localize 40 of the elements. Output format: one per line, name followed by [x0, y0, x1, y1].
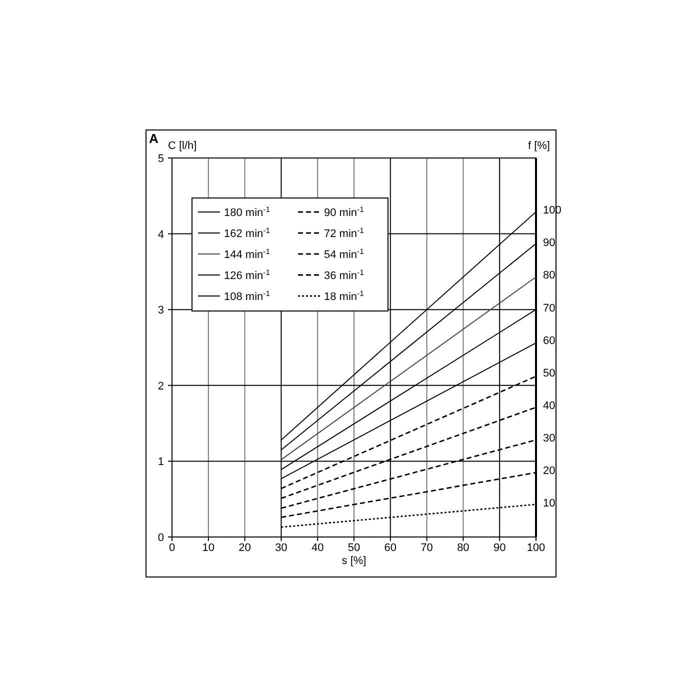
x-tick-label: 100	[526, 542, 546, 554]
legend-label: 144 min$^{-1}$	[224, 246, 270, 261]
y2-tick-label: 60	[543, 334, 556, 347]
x-tick-label: 90	[493, 542, 506, 554]
x-tick-label: 0	[168, 542, 176, 554]
y-axis-title: C [l/h]	[168, 140, 197, 152]
x-tick-label: 70	[420, 542, 433, 554]
legend-label: 126 min$^{-1}$	[224, 268, 270, 282]
text: A	[149, 131, 159, 146]
x-tick-label: 30	[275, 542, 288, 554]
legend-label: 36 min$^{-1}$	[324, 268, 364, 282]
legend-label: 180 min$^{-1}$	[224, 204, 270, 219]
y2-tick-label: 30	[543, 432, 556, 444]
y2-tick-label: 20	[543, 464, 556, 477]
x-tick-label: 40	[311, 542, 324, 554]
x-tick-label: 20	[238, 542, 251, 554]
legend-label: 108 min$^{-1}$	[224, 288, 270, 303]
y-tick-label: 5	[158, 153, 164, 165]
legend-label: 90 min$^{-1}$	[324, 204, 364, 219]
y-tick-label: 4	[158, 228, 164, 241]
y2-tick-label: 70	[543, 302, 556, 314]
legend-label: 18 min$^{-1}$	[324, 288, 364, 303]
y2-tick-label: 80	[543, 270, 556, 282]
x-tick-label: 60	[384, 542, 397, 554]
x-tick-label: 80	[457, 542, 470, 554]
legend-label: 162 min$^{-1}$	[224, 226, 270, 240]
y-tick-label: 1	[158, 456, 164, 468]
legend-label: 54 min$^{-1}$	[324, 246, 364, 261]
y2-tick-label: 40	[543, 400, 556, 412]
x-tick-label: 50	[348, 542, 360, 554]
y2-tick-label: 50	[543, 367, 556, 380]
y-tick-label: 0	[158, 532, 164, 544]
legend-label: 72 min$^{-1}$	[324, 226, 364, 240]
y2-tick-label: 10	[543, 497, 556, 510]
y-tick-label: 3	[158, 304, 164, 317]
x-tick-label: 10	[202, 542, 215, 554]
y2-tick-label: 90	[543, 237, 556, 250]
x-axis-title: s [%]	[342, 555, 366, 567]
y-tick-label: 2	[158, 380, 164, 392]
y2-axis-title: f [%]	[528, 140, 550, 152]
